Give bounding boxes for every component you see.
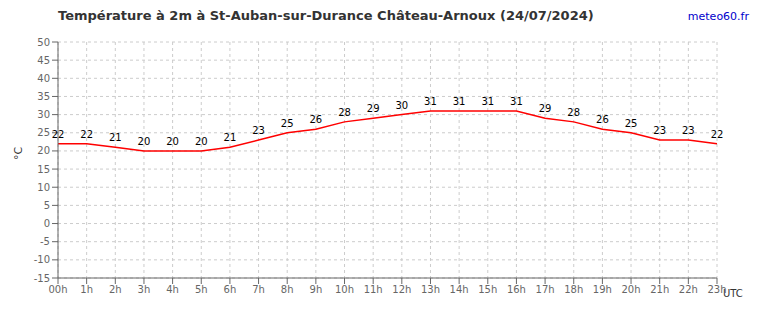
svg-text:-10: -10 <box>34 254 50 265</box>
svg-text:30: 30 <box>395 100 408 111</box>
svg-text:22: 22 <box>711 129 724 140</box>
svg-text:11h: 11h <box>364 284 383 295</box>
svg-text:21h: 21h <box>650 284 669 295</box>
svg-text:3h: 3h <box>138 284 151 295</box>
svg-text:14h: 14h <box>450 284 469 295</box>
svg-text:5h: 5h <box>195 284 208 295</box>
svg-text:8h: 8h <box>281 284 294 295</box>
svg-text:25: 25 <box>37 127 50 138</box>
svg-text:31: 31 <box>453 96 466 107</box>
html-text:Température à 2m à St-Auban-su: Température à 2m à St-Auban-sur-Durance … <box>58 8 594 23</box>
svg-text:6h: 6h <box>224 284 237 295</box>
svg-text:18h: 18h <box>564 284 583 295</box>
svg-text:15: 15 <box>37 164 50 175</box>
svg-text:17h: 17h <box>536 284 555 295</box>
svg-text:25: 25 <box>281 118 294 129</box>
svg-text:7h: 7h <box>252 284 265 295</box>
svg-text:23: 23 <box>252 125 265 136</box>
svg-text:15h: 15h <box>478 284 497 295</box>
svg-text:26: 26 <box>596 114 609 125</box>
svg-text:21: 21 <box>224 132 237 143</box>
svg-text:35: 35 <box>37 91 50 102</box>
svg-text:30: 30 <box>37 109 50 120</box>
svg-text:12h: 12h <box>392 284 411 295</box>
svg-text:31: 31 <box>510 96 523 107</box>
svg-text:20: 20 <box>195 136 208 147</box>
svg-text:4h: 4h <box>166 284 179 295</box>
svg-text:9h: 9h <box>310 284 323 295</box>
svg-text:28: 28 <box>567 107 580 118</box>
svg-text:13h: 13h <box>421 284 440 295</box>
svg-text:0: 0 <box>44 218 50 229</box>
svg-text:22: 22 <box>80 129 93 140</box>
svg-text:1h: 1h <box>80 284 93 295</box>
svg-text:29: 29 <box>367 103 380 114</box>
svg-text:00h: 00h <box>48 284 67 295</box>
svg-text:10h: 10h <box>335 284 354 295</box>
svg-text:20: 20 <box>166 136 179 147</box>
svg-text:25: 25 <box>625 118 638 129</box>
svg-text:50: 50 <box>37 37 50 48</box>
svg-text:20: 20 <box>37 145 50 156</box>
svg-text:20h: 20h <box>622 284 641 295</box>
svg-text:45: 45 <box>37 55 50 66</box>
svg-text:31: 31 <box>424 96 437 107</box>
svg-text:°C: °C <box>12 147 25 161</box>
svg-text:23: 23 <box>653 125 666 136</box>
svg-text:29: 29 <box>539 103 552 114</box>
svg-text:23h: 23h <box>707 284 727 296</box>
svg-text:19h: 19h <box>593 284 612 295</box>
svg-text:2h: 2h <box>109 284 122 295</box>
svg-text:10: 10 <box>37 182 50 193</box>
svg-text:26: 26 <box>310 114 323 125</box>
svg-text:40: 40 <box>37 73 50 84</box>
svg-text:UTC: UTC <box>723 288 743 299</box>
svg-text:-5: -5 <box>40 236 50 247</box>
svg-text:23: 23 <box>682 125 695 136</box>
svg-text:16h: 16h <box>507 284 526 295</box>
svg-text:5: 5 <box>44 200 50 211</box>
svg-text:20: 20 <box>138 136 151 147</box>
svg-text:22h: 22h <box>679 284 698 295</box>
svg-text:31: 31 <box>481 96 494 107</box>
html-text:meteo60.fr: meteo60.fr <box>687 10 749 23</box>
svg-text:28: 28 <box>338 107 351 118</box>
svg-text:-15: -15 <box>34 273 50 284</box>
svg-text:22: 22 <box>52 129 65 140</box>
svg-text:21: 21 <box>109 132 122 143</box>
